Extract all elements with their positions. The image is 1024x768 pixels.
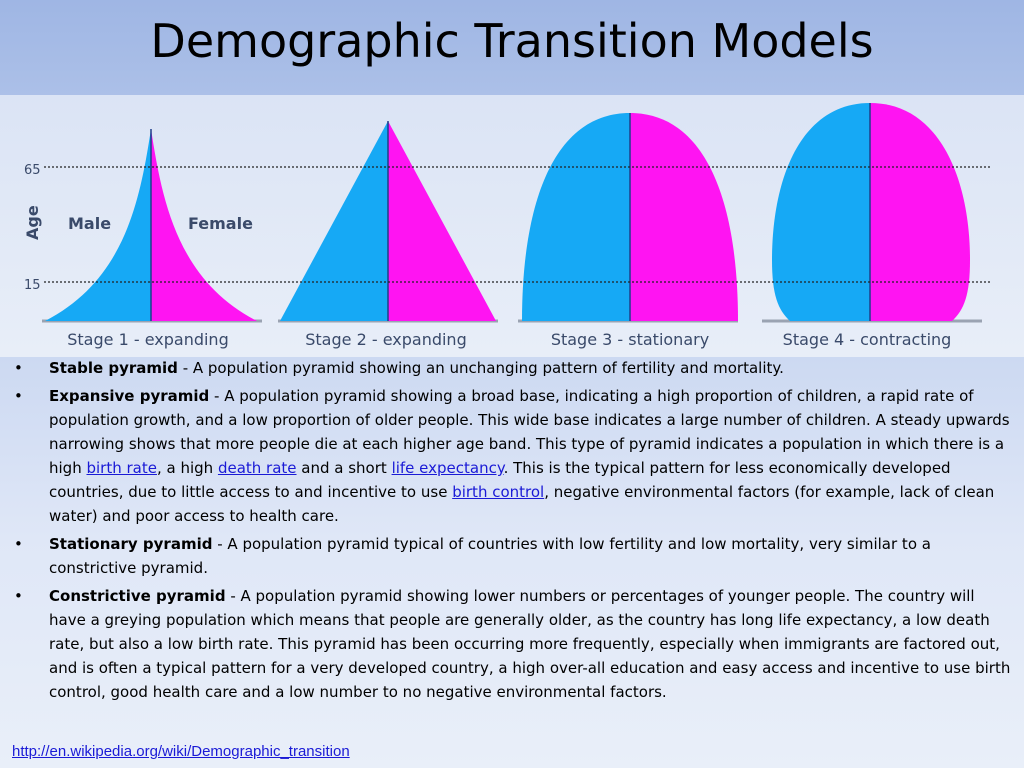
term-stable: Stable pyramid bbox=[49, 359, 178, 377]
stage4-male-shape bbox=[772, 103, 870, 321]
y-axis-label: Age bbox=[23, 205, 42, 240]
bullet-marker: • bbox=[14, 587, 23, 605]
stage3-label: Stage 3 - stationary bbox=[551, 330, 709, 349]
stage1-male-shape bbox=[45, 129, 151, 321]
tick-15: 15 bbox=[24, 278, 41, 293]
male-label: Male bbox=[68, 214, 111, 233]
list-item-expansive: • Expansive pyramid - A population pyram… bbox=[14, 384, 1012, 528]
desc-expansive-3: and a short bbox=[296, 459, 392, 477]
bullet-marker: • bbox=[14, 387, 23, 405]
bullet-marker: • bbox=[14, 359, 23, 377]
source-link[interactable]: http://en.wikipedia.org/wiki/Demographic… bbox=[12, 743, 350, 760]
birth-rate-link[interactable]: birth rate bbox=[86, 459, 157, 477]
desc-expansive-4: . This is the typical pattern for less e… bbox=[49, 459, 951, 501]
stage4-female-shape bbox=[870, 103, 970, 321]
list-item-stationary: • Stationary pyramid - A population pyra… bbox=[14, 532, 1012, 580]
birth-control-link[interactable]: birth control bbox=[452, 483, 545, 501]
pyramid-svg: 65 15 Age Male Female Stage 1 - expandin… bbox=[23, 103, 992, 349]
desc-stationary: - A population pyramid typical of countr… bbox=[49, 535, 931, 577]
life-expectancy-link[interactable]: life expectancy bbox=[391, 459, 504, 477]
death-rate-link[interactable]: death rate bbox=[217, 459, 297, 477]
desc-expansive-1: - A population pyramid showing a broad b… bbox=[49, 387, 1010, 477]
desc-stable: - A population pyramid showing an unchan… bbox=[177, 359, 784, 377]
stage2-label: Stage 2 - expanding bbox=[305, 330, 466, 349]
list-item-stable: • Stable pyramid - A population pyramid … bbox=[14, 356, 1012, 380]
stage2-male-shape bbox=[280, 121, 388, 321]
female-label: Female bbox=[188, 214, 253, 233]
tick-65: 65 bbox=[24, 163, 41, 178]
stage3-female-shape bbox=[630, 113, 738, 321]
definitions-list: • Stable pyramid - A population pyramid … bbox=[14, 356, 1012, 708]
desc-constrictive: - A population pyramid showing lower num… bbox=[49, 587, 1011, 701]
bullet-marker: • bbox=[14, 535, 23, 553]
slide-title: Demographic Transition Models bbox=[150, 14, 874, 68]
stage1-label: Stage 1 - expanding bbox=[67, 330, 228, 349]
stage3-male-shape bbox=[522, 113, 630, 321]
desc-expansive-2: , a high bbox=[156, 459, 218, 477]
term-constrictive: Constrictive pyramid bbox=[49, 587, 226, 605]
stage1-female-shape bbox=[151, 129, 257, 321]
term-expansive: Expansive pyramid bbox=[49, 387, 210, 405]
list-item-constrictive: • Constrictive pyramid - A population py… bbox=[14, 584, 1012, 704]
desc-expansive-5: , negative environmental factors (for ex… bbox=[49, 483, 995, 525]
term-stationary: Stationary pyramid bbox=[49, 535, 213, 553]
stage4-label: Stage 4 - contracting bbox=[783, 330, 952, 349]
pyramid-diagram: 65 15 Age Male Female Stage 1 - expandin… bbox=[0, 95, 1024, 357]
stage2-female-shape bbox=[388, 121, 496, 321]
